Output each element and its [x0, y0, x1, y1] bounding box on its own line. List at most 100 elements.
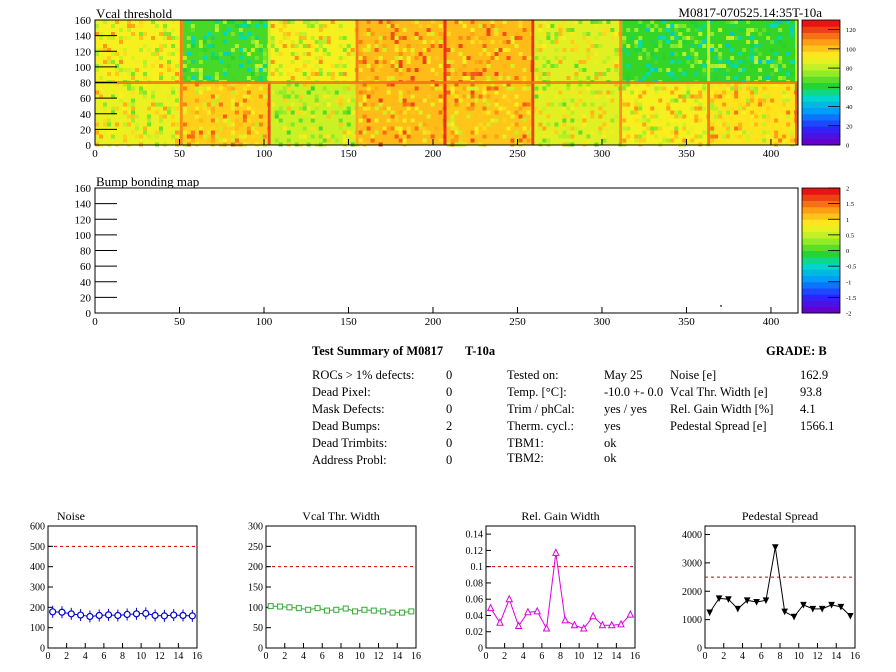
pixel — [346, 86, 351, 91]
pixel — [350, 82, 355, 87]
pixel — [562, 130, 567, 135]
pixel — [139, 90, 143, 95]
pixel — [702, 90, 707, 95]
pixel — [450, 130, 455, 135]
pixel — [426, 48, 431, 52]
pixel — [246, 68, 251, 72]
pixel — [694, 20, 699, 24]
pixel — [718, 114, 723, 119]
pixel — [422, 138, 427, 143]
pixel — [726, 68, 731, 72]
pixel — [450, 118, 455, 123]
pixel — [394, 24, 399, 28]
pixel — [754, 90, 759, 95]
pixel — [470, 76, 475, 80]
pixel — [410, 36, 415, 40]
pixel — [710, 138, 715, 143]
pixel — [690, 106, 695, 111]
pixel — [614, 114, 619, 119]
pixel — [302, 32, 307, 36]
pixel — [534, 68, 539, 72]
pixel — [450, 48, 455, 52]
pixel — [458, 36, 463, 40]
data-point — [542, 623, 551, 632]
pixel — [678, 110, 683, 115]
pixel — [298, 72, 303, 76]
pixel — [358, 90, 363, 95]
pixel — [566, 28, 571, 32]
pixel — [302, 134, 307, 139]
pixel — [139, 36, 143, 40]
pixel — [742, 130, 747, 135]
y-tick-label: 140 — [75, 199, 92, 211]
pixel — [786, 52, 791, 56]
colorbar-bin — [802, 101, 840, 108]
pixel — [270, 44, 275, 48]
pixel — [282, 32, 287, 36]
pixel — [642, 126, 647, 131]
pixel — [302, 102, 307, 107]
pixel — [482, 68, 487, 72]
pixel — [746, 102, 751, 107]
pixel — [734, 94, 739, 99]
pixel — [750, 94, 755, 99]
pixel — [666, 72, 671, 76]
defect-label: Dead Pixel: — [312, 385, 371, 399]
pixel — [670, 36, 675, 40]
pixel — [398, 36, 403, 40]
data-point — [179, 611, 187, 620]
pixel — [710, 122, 715, 127]
pixel — [678, 68, 683, 72]
pixel — [474, 98, 479, 103]
pixel — [358, 102, 363, 107]
pixel — [562, 122, 567, 127]
pixel — [386, 86, 391, 91]
pixel — [99, 134, 103, 139]
pixel — [642, 130, 647, 135]
pixel — [394, 48, 399, 52]
pixel — [210, 36, 215, 40]
pixel — [598, 72, 603, 76]
condition-value: yes / yes — [604, 402, 648, 416]
pixel — [694, 94, 699, 99]
x-tick-label: 16 — [411, 651, 421, 662]
data-point — [58, 608, 66, 616]
pixel — [338, 98, 343, 103]
pixel — [302, 36, 307, 40]
pixel — [682, 24, 687, 28]
pixel — [238, 122, 243, 127]
x-tick-label: 12 — [155, 651, 165, 662]
pixel — [698, 32, 703, 36]
pixel — [202, 56, 207, 60]
pixel — [474, 130, 479, 135]
pixel — [454, 102, 459, 107]
pixel — [730, 130, 735, 135]
pixel — [514, 44, 519, 48]
pixel — [474, 86, 479, 91]
pixel — [714, 90, 719, 95]
pixel — [694, 118, 699, 123]
pixel — [230, 134, 235, 139]
pixel — [726, 122, 731, 127]
pixel — [107, 36, 111, 40]
pixel — [202, 106, 207, 111]
pixel — [762, 130, 767, 135]
pixel — [430, 102, 435, 107]
pixel — [95, 32, 99, 36]
pixel — [282, 90, 287, 95]
y-tick-label: 40 — [80, 109, 92, 121]
defect-label: ROCs > 1% defects: — [312, 368, 415, 382]
pixel — [770, 72, 775, 76]
pixel — [738, 134, 743, 139]
x-tick-label: 6 — [539, 651, 544, 662]
pixel — [718, 44, 723, 48]
pixel — [190, 60, 195, 64]
x-tick-label: 2 — [502, 651, 507, 662]
pixel — [718, 56, 723, 60]
pixel — [242, 134, 247, 139]
pixel — [734, 98, 739, 103]
pixel — [163, 24, 167, 28]
data-point — [389, 609, 396, 616]
pixel — [642, 134, 647, 139]
roc-edge — [443, 20, 447, 83]
